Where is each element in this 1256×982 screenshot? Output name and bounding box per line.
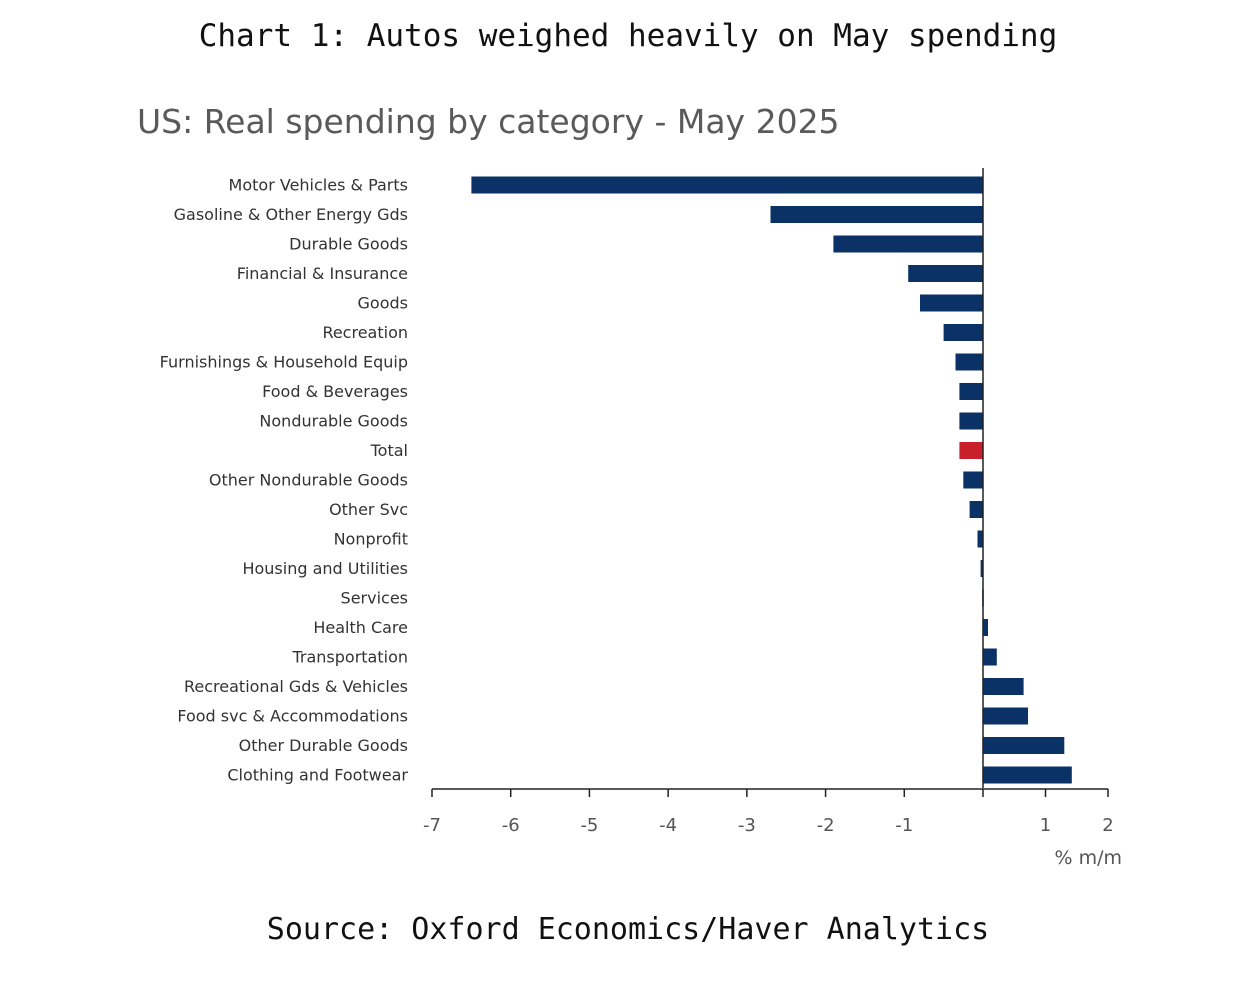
bar-durable-goods <box>833 235 983 253</box>
category-label: Housing and Utilities <box>242 559 408 578</box>
bar-financial-insurance <box>908 265 983 282</box>
bars-group <box>471 176 1072 784</box>
category-label: Transportation <box>291 648 408 667</box>
bar-nonprofit <box>977 530 983 548</box>
bar-food-beverages <box>959 383 983 400</box>
x-tick-label: -6 <box>502 815 520 836</box>
x-tick-label: 2 <box>1102 815 1113 836</box>
bar-other-svc <box>969 501 983 518</box>
category-label: Recreation <box>322 323 408 342</box>
bar-other-nondurable-goods <box>963 471 983 489</box>
bar-gasoline-other-energy-gds <box>770 206 983 223</box>
category-label: Nonprofit <box>334 530 408 549</box>
bar-recreation <box>943 324 983 341</box>
category-label: Motor Vehicles & Parts <box>229 176 408 195</box>
bar-clothing-and-footwear <box>983 766 1072 784</box>
category-label: Gasoline & Other Energy Gds <box>174 205 408 224</box>
x-tick-label: -1 <box>895 815 913 836</box>
category-label: Food & Beverages <box>262 382 408 401</box>
category-labels: Motor Vehicles & Parts Gasoline & Other E… <box>160 176 409 785</box>
category-label: Services <box>341 589 408 608</box>
bar-furnishings-household-equip <box>955 353 983 371</box>
bar-housing-and-utilities <box>980 560 983 577</box>
bar-nondurable-goods <box>959 412 983 430</box>
x-tick-label: -4 <box>659 815 677 836</box>
category-label: Durable Goods <box>289 235 408 254</box>
bar-motor-vehicles-parts <box>471 176 983 194</box>
x-tick-label: -3 <box>738 815 756 836</box>
bar-health-care <box>983 619 988 636</box>
chart-heading: Chart 1: Autos weighed heavily on May sp… <box>198 18 1058 54</box>
category-label: Goods <box>358 294 408 313</box>
category-label: Other Svc <box>329 500 408 519</box>
x-axis-unit-label: % m/m <box>1054 847 1122 869</box>
bar-recreational-gds-vehicles <box>983 678 1024 695</box>
bar-food-svc-accommodations <box>983 707 1028 725</box>
bar-other-durable-goods <box>983 737 1065 754</box>
category-label: Financial & Insurance <box>237 264 408 283</box>
bar-transportation <box>983 648 997 666</box>
chart-title: US: Real spending by category - May 2025 <box>137 102 840 141</box>
category-label: Total <box>370 441 408 460</box>
category-label: Other Durable Goods <box>239 736 408 755</box>
x-tick-label: -2 <box>817 815 835 836</box>
bar-goods <box>920 294 983 312</box>
category-label: Other Nondurable Goods <box>209 471 408 490</box>
category-label: Furnishings & Household Equip <box>160 353 408 372</box>
x-tick-label: -5 <box>580 815 598 836</box>
category-label: Clothing and Footwear <box>227 766 408 785</box>
source-note: Source: Oxford Economics/Haver Analytics <box>266 912 990 947</box>
x-tick-label: 1 <box>1040 815 1051 836</box>
axes-group: -7 -6 -5 -4 -3 -2 -1 1 2 <box>423 168 1114 836</box>
bar-total <box>959 442 983 459</box>
category-label: Health Care <box>313 618 408 637</box>
category-label: Recreational Gds & Vehicles <box>184 677 408 696</box>
x-tick-label: -7 <box>423 815 441 836</box>
category-label: Food svc & Accommodations <box>177 707 408 726</box>
category-label: Nondurable Goods <box>259 412 408 431</box>
